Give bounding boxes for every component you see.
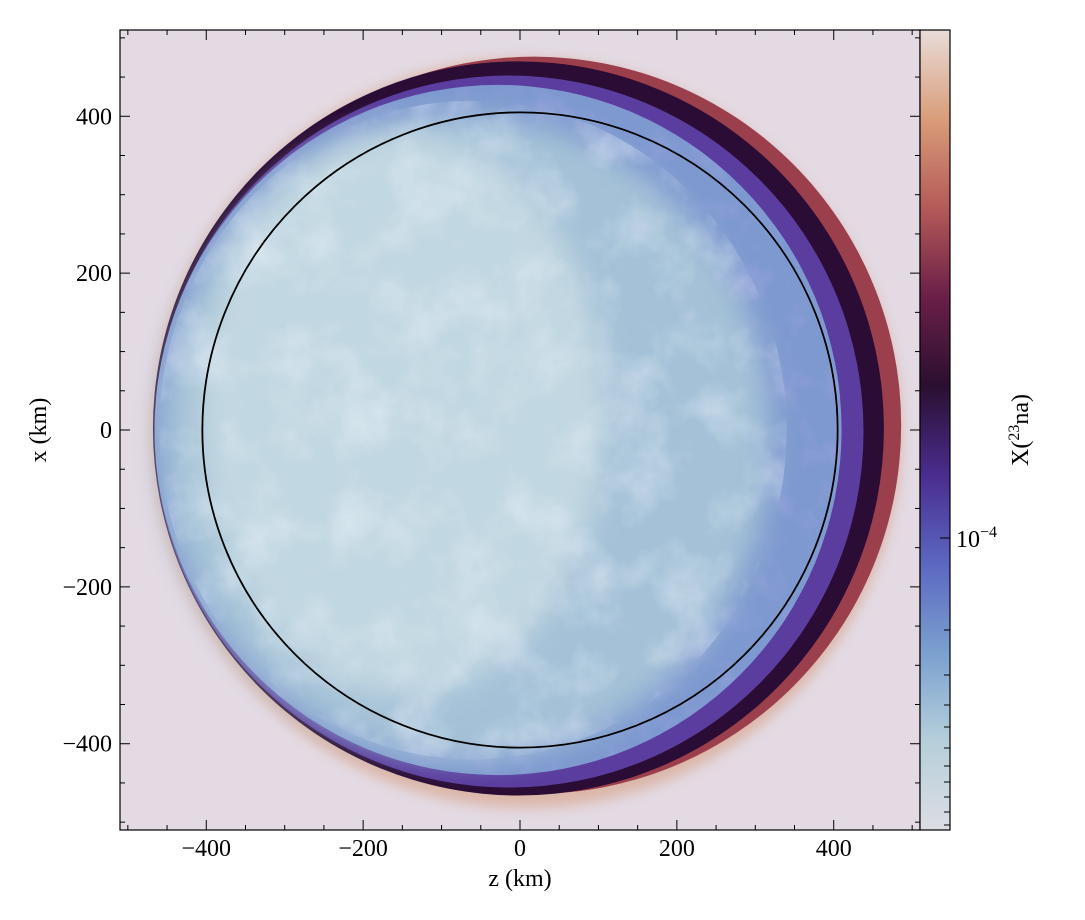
x-tick-label: 400: [816, 836, 852, 862]
plot-area: [120, 30, 920, 830]
y-tick-label: 200: [76, 261, 112, 287]
x-tick-label: 0: [514, 836, 526, 862]
y-tick-label: 0: [100, 418, 112, 444]
colorbar-ticks: [940, 537, 950, 826]
x-tick-label: 200: [659, 836, 695, 862]
ejecta-turbulence: [159, 100, 787, 760]
y-tick-label: 400: [76, 104, 112, 130]
x-axis-label: z (km): [488, 866, 551, 892]
abundance-field: [151, 56, 902, 809]
colorbar-gradient: [920, 30, 950, 830]
colorbar-frame: [919, 29, 951, 831]
x-tick-label: −200: [338, 836, 388, 862]
y-tick-label: −200: [62, 575, 112, 601]
x-tick-label: −400: [182, 836, 232, 862]
colorbar: 10−4 X(23na): [919, 29, 1034, 831]
y-axis-ticks: 400 200 0 −200 −400: [62, 37, 920, 823]
colorbar-tick-label: 10−4: [956, 524, 997, 553]
y-axis-label: x (km): [26, 398, 52, 463]
y-tick-label: −400: [62, 732, 112, 758]
x-axis-ticks: −400 −200 0 200 400: [127, 30, 913, 862]
colorbar-label: X(23na): [1006, 394, 1034, 466]
reference-circle: [201, 111, 839, 749]
